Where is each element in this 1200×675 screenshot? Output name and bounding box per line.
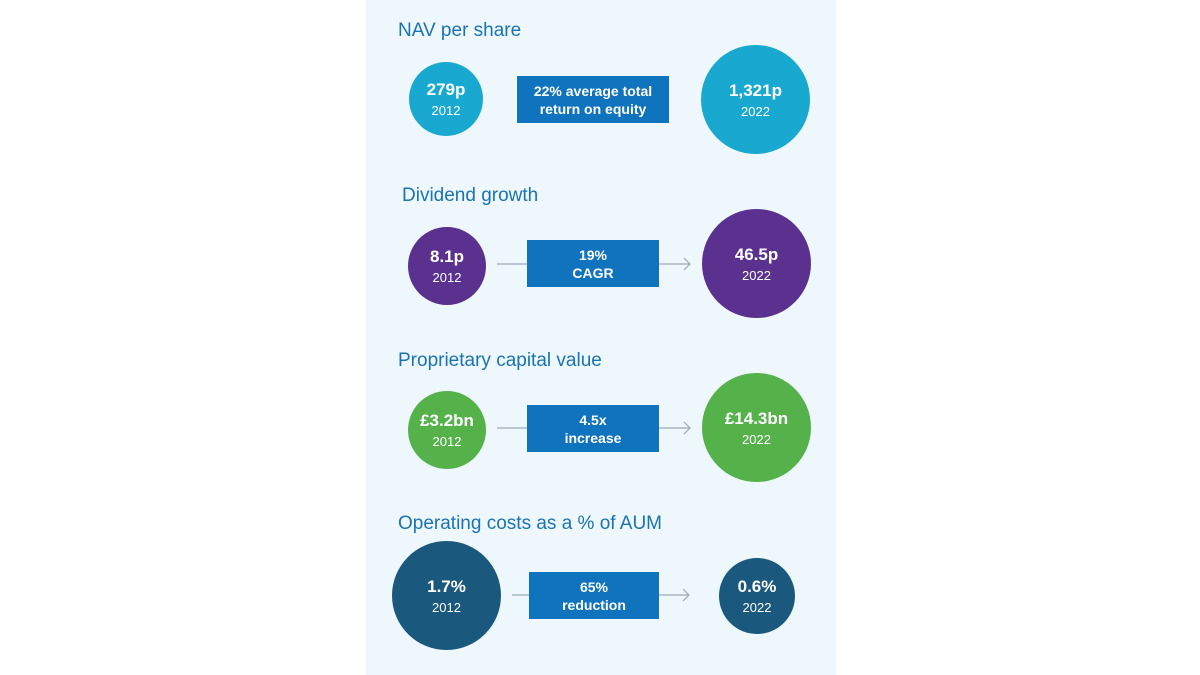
costs-start-year: 2012	[432, 599, 461, 615]
dividend-start-value: 8.1p	[429, 247, 465, 266]
nav-box-line1: 22% average total	[533, 82, 653, 99]
costs-arrow-icon	[658, 588, 690, 602]
costs-reduction-box: 65% reduction	[529, 572, 659, 619]
dividend-box-line1: 19%	[578, 246, 608, 263]
capital-end-value: £14.3bn	[724, 408, 789, 428]
capital-start-circle: £3.2bn 2012	[408, 391, 486, 469]
costs-title: Operating costs as a % of AUM	[398, 513, 663, 534]
nav-start-value: 279p	[426, 80, 466, 99]
nav-box-line2: return on equity	[539, 100, 647, 117]
costs-connector-line	[512, 594, 529, 596]
nav-end-value: 1,321p	[729, 80, 782, 100]
dividend-title: Dividend growth	[402, 185, 539, 206]
dividend-end-value: 46.5p	[734, 244, 779, 264]
costs-start-value: 1.7%	[427, 576, 466, 596]
dividend-growth-box: 19% CAGR	[527, 240, 659, 287]
dividend-arrow-icon	[659, 257, 691, 271]
capital-connector-line	[497, 427, 527, 429]
nav-end-year: 2022	[741, 103, 770, 119]
capital-start-year: 2012	[432, 434, 462, 449]
nav-growth-box: 22% average total return on equity	[517, 76, 669, 123]
costs-start-circle: 1.7% 2012	[392, 541, 501, 650]
capital-start-value: £3.2bn	[420, 411, 474, 430]
capital-box-line2: increase	[564, 429, 622, 446]
dividend-end-year: 2022	[742, 267, 771, 283]
capital-box-line1: 4.5x	[579, 411, 607, 428]
costs-box-line1: 65%	[579, 578, 609, 595]
costs-end-year: 2022	[742, 600, 772, 615]
dividend-box-line2: CAGR	[572, 264, 614, 281]
costs-box-line2: reduction	[562, 596, 626, 613]
capital-end-circle: £14.3bn 2022	[702, 373, 811, 482]
capital-title: Proprietary capital value	[398, 350, 602, 371]
dividend-end-circle: 46.5p 2022	[702, 209, 811, 318]
dividend-start-year: 2012	[432, 270, 462, 285]
dividend-start-circle: 8.1p 2012	[408, 227, 486, 305]
nav-title: NAV per share	[398, 20, 522, 41]
capital-growth-box: 4.5x increase	[527, 405, 659, 452]
capital-arrow-icon	[659, 421, 691, 435]
costs-end-value: 0.6%	[737, 577, 777, 596]
nav-start-year: 2012	[431, 103, 461, 118]
dividend-connector-line	[497, 263, 527, 265]
capital-end-year: 2022	[742, 431, 771, 447]
nav-start-circle: 279p 2012	[409, 62, 483, 136]
costs-end-circle: 0.6% 2022	[719, 558, 795, 634]
nav-end-circle: 1,321p 2022	[701, 45, 810, 154]
